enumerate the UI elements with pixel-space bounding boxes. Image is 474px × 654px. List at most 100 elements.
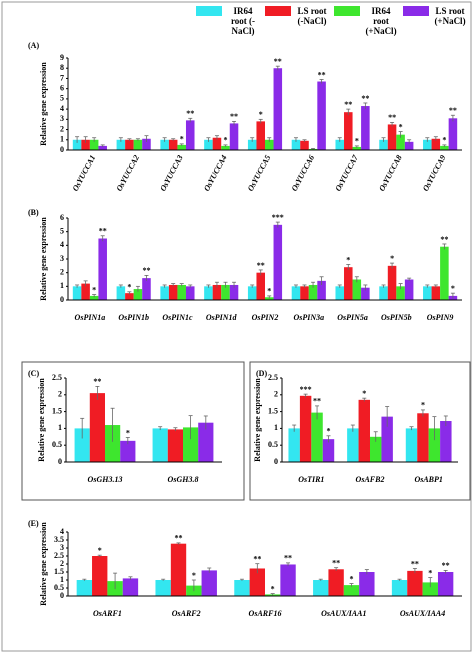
y-tick-label: 0 (60, 295, 64, 304)
significance-label: ** (313, 397, 321, 406)
y-tick-label: 0 (274, 457, 278, 466)
bar (170, 543, 187, 596)
y-axis-label: Relative gene expression (253, 378, 262, 462)
significance-label: * (98, 546, 102, 555)
significance-label: ** (230, 112, 238, 121)
significance-label: *** (300, 385, 312, 394)
significance-label: ** (361, 94, 369, 103)
y-tick-label: 0 (60, 145, 64, 154)
x-tick-label: OsYUCCA6 (290, 154, 317, 193)
bar (361, 287, 370, 300)
bar (317, 81, 326, 150)
bar (185, 120, 195, 150)
y-tick-label: 2.5 (52, 373, 62, 382)
bar (256, 121, 265, 150)
significance-label: * (326, 427, 330, 436)
bar (198, 422, 214, 462)
significance-label: * (126, 428, 130, 437)
x-tick-label: OsARF16 (249, 609, 282, 618)
y-tick-label: 1 (60, 135, 64, 144)
legend-item: LS root (+NaCl) (403, 6, 468, 26)
bar (72, 286, 82, 300)
significance-label: * (180, 135, 184, 144)
bar (74, 428, 90, 462)
bar (133, 289, 143, 300)
bar (177, 144, 186, 150)
x-tick-label: OsYUCCA4 (202, 154, 229, 193)
bar (288, 428, 300, 462)
y-tick-label: 0 (60, 591, 64, 600)
bar (221, 284, 230, 300)
bar (265, 139, 274, 150)
x-tick-label: OsPIN2 (252, 313, 279, 322)
bar (352, 146, 362, 150)
bar (247, 286, 257, 300)
bar (431, 286, 441, 300)
significance-label: * (428, 568, 432, 577)
bar (133, 139, 143, 150)
bar (299, 395, 312, 462)
bar (122, 578, 139, 596)
panel-label: (D) (256, 369, 267, 378)
x-tick-label: OsAUX/IAA4 (400, 609, 445, 618)
significance-label: * (127, 283, 131, 292)
y-tick-label: 2 (58, 390, 62, 399)
bar (234, 580, 250, 596)
bar (396, 134, 405, 150)
significance-label: ** (175, 534, 183, 543)
y-tick-label: 2 (60, 267, 64, 276)
bar (440, 421, 452, 462)
significance-label: ** (440, 235, 448, 244)
bar (448, 118, 458, 150)
bar (142, 278, 151, 300)
y-axis-label: Relative gene expression (39, 62, 48, 146)
y-tick-label: 2 (60, 559, 64, 568)
significance-label: * (355, 137, 359, 146)
significance-label: ** (449, 106, 457, 115)
bar (343, 585, 360, 596)
x-tick-label: OsPIN9 (427, 313, 454, 322)
bar (212, 284, 222, 300)
bar (431, 138, 441, 150)
x-tick-label: OsGH3.13 (88, 475, 123, 484)
x-tick-label: OsAUX/IAA1 (321, 609, 366, 618)
y-tick-label: 5 (60, 226, 64, 235)
bar (204, 139, 213, 150)
y-tick-label: 4 (60, 104, 64, 113)
bar (387, 265, 397, 300)
bar (423, 139, 432, 150)
bar (160, 139, 169, 150)
y-tick-label: 3 (60, 114, 64, 123)
y-tick-label: 2 (274, 390, 278, 399)
bar (391, 580, 408, 596)
x-tick-label: OsPIN3a (293, 313, 324, 322)
bar (423, 286, 432, 300)
panel-frame (21, 361, 245, 501)
bar (273, 68, 283, 150)
bar (396, 286, 405, 300)
y-tick-label: 3.5 (54, 535, 64, 544)
significance-label: ** (411, 559, 419, 568)
x-tick-label: OsPIN5b (381, 313, 412, 322)
bar (120, 440, 136, 462)
bar (249, 568, 265, 596)
y-tick-label: 1 (274, 423, 278, 432)
x-tick-label: OsPIN1d (206, 313, 238, 322)
y-axis-label: Relative gene expression (39, 217, 48, 301)
x-tick-label: OsYUCCA3 (158, 154, 185, 193)
significance-label: ** (284, 554, 292, 563)
significance-label: ** (274, 57, 282, 66)
significance-label: * (346, 255, 350, 264)
significance-label: * (442, 136, 446, 145)
legend-item: LS root (-NaCl) (265, 6, 330, 26)
y-tick-label: 4 (60, 527, 64, 536)
bar (335, 286, 345, 300)
legend-label: LS root (+NaCl) (434, 6, 466, 26)
panel-frame (249, 361, 471, 501)
significance-label: ** (344, 100, 352, 109)
bar (407, 570, 423, 596)
bar (359, 572, 375, 596)
significance-label: ** (142, 266, 150, 275)
